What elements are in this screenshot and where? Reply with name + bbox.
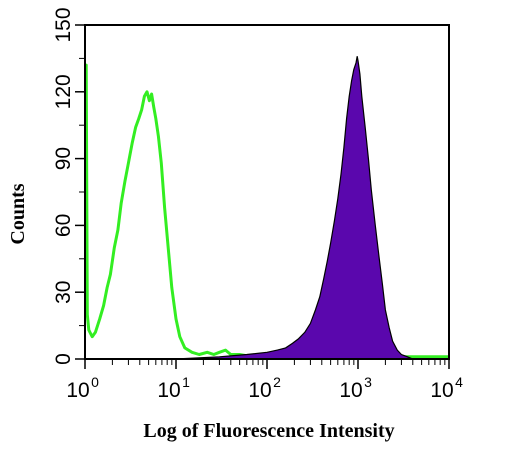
x-tick-label: 10 [248, 379, 271, 402]
x-tick-exponent: 0 [91, 374, 99, 390]
x-tick-label: 10 [339, 379, 362, 402]
plot-frame [84, 24, 450, 360]
filled-histogram-series [85, 56, 449, 360]
x-tick-exponent: 3 [364, 374, 372, 390]
y-tick-label: 150 [52, 7, 75, 42]
y-axis-ticks: 0 30 60 90 120 150 [52, 7, 85, 365]
x-tick-exponent: 2 [273, 374, 281, 390]
y-tick-label: 0 [52, 353, 75, 365]
outline-histogram-series [84, 63, 449, 359]
y-tick-label: 120 [52, 74, 75, 109]
y-axis-title: Counts [7, 183, 29, 244]
x-tick-label: 10 [430, 379, 453, 402]
x-tick-exponent: 1 [182, 374, 190, 390]
x-tick-exponent: 4 [455, 374, 463, 390]
x-axis-title: Log of Fluorescence Intensity [143, 420, 394, 442]
y-tick-label: 30 [52, 281, 75, 304]
x-tick-label: 10 [66, 379, 89, 402]
x-tick-label: 10 [157, 379, 180, 402]
plot-series [84, 56, 449, 360]
y-tick-label: 60 [52, 214, 75, 237]
x-axis-ticks: 10 0 10 1 10 2 10 3 10 4 [66, 359, 463, 402]
y-tick-label: 90 [52, 147, 75, 170]
